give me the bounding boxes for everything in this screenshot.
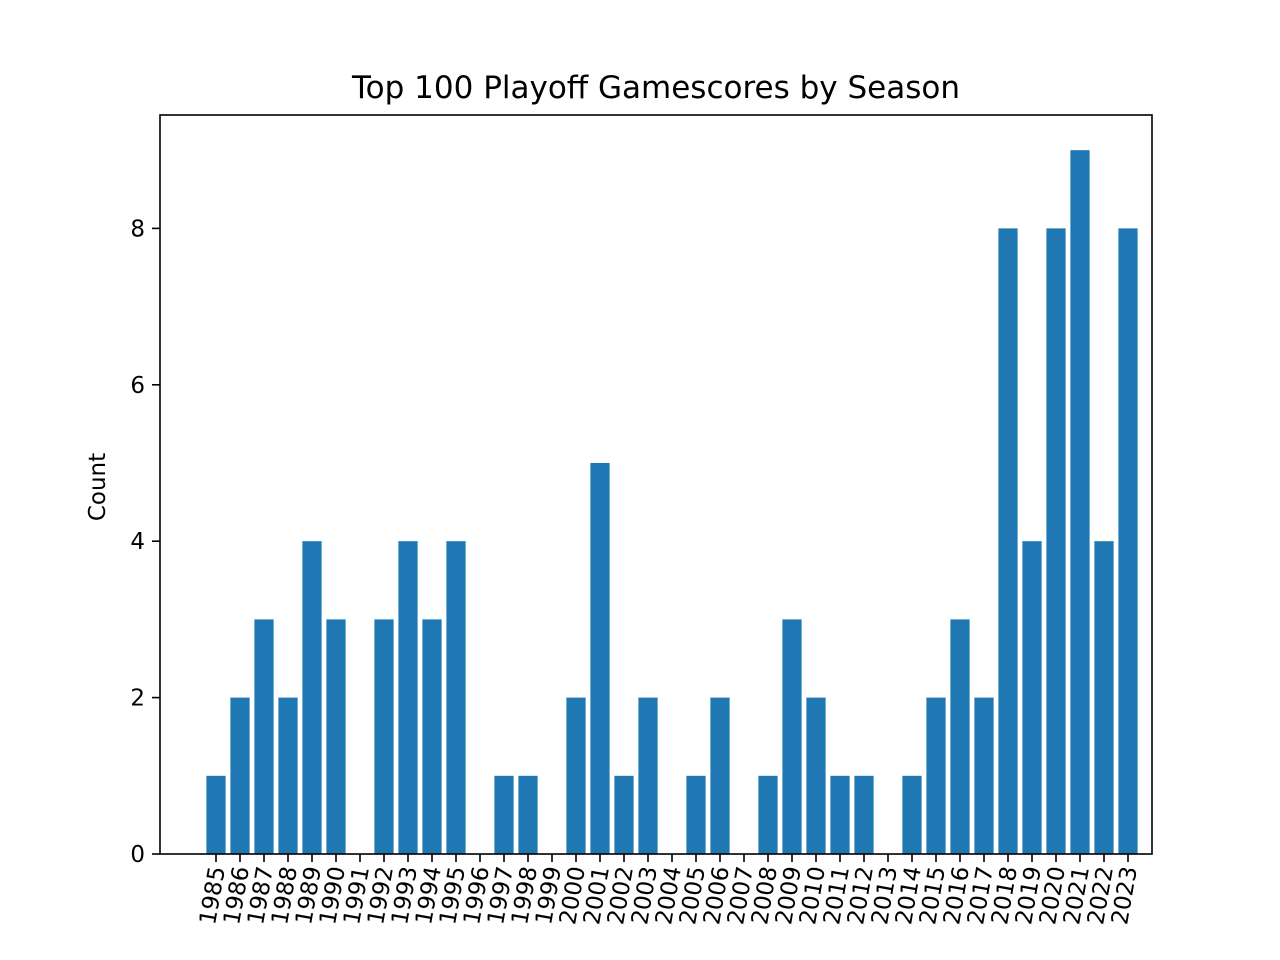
bar-2023 bbox=[1118, 228, 1138, 854]
bar-1990 bbox=[326, 619, 346, 854]
bar-2019 bbox=[1022, 541, 1042, 854]
bar-2008 bbox=[758, 775, 778, 854]
bar-2003 bbox=[638, 697, 658, 854]
bar-2002 bbox=[614, 775, 634, 854]
bar-2009 bbox=[782, 619, 802, 854]
bar-2001 bbox=[590, 462, 610, 854]
bar-1993 bbox=[398, 541, 418, 854]
bar-1985 bbox=[206, 775, 226, 854]
bar-2005 bbox=[686, 775, 706, 854]
y-tick-label: 6 bbox=[130, 373, 145, 399]
bar-2006 bbox=[710, 697, 730, 854]
bar-2020 bbox=[1046, 228, 1066, 854]
bars-group bbox=[206, 150, 1138, 854]
bar-1994 bbox=[422, 619, 442, 854]
bar-1989 bbox=[302, 541, 322, 854]
bar-2018 bbox=[998, 228, 1018, 854]
x-axis-ticks: 1985198619871988198919901991199219931994… bbox=[195, 854, 1143, 927]
y-tick-label: 2 bbox=[130, 686, 145, 712]
bar-1995 bbox=[446, 541, 466, 854]
y-tick-label: 8 bbox=[130, 216, 145, 242]
bar-1997 bbox=[494, 775, 514, 854]
y-axis-label: Count bbox=[85, 453, 111, 521]
bar-2014 bbox=[902, 775, 922, 854]
bar-1987 bbox=[254, 619, 274, 854]
bar-2021 bbox=[1070, 150, 1090, 854]
bar-2022 bbox=[1094, 541, 1114, 854]
chart-title: Top 100 Playoff Gamescores by Season bbox=[351, 70, 960, 106]
plot-frame bbox=[159, 114, 1153, 855]
y-tick-label: 0 bbox=[130, 842, 145, 868]
bar-2012 bbox=[854, 775, 874, 854]
bar-1992 bbox=[374, 619, 394, 854]
bar-2015 bbox=[926, 697, 946, 854]
y-axis-ticks: 0 2 4 6 8 bbox=[130, 216, 160, 868]
bar-1988 bbox=[278, 697, 298, 854]
bar-1986 bbox=[230, 697, 250, 854]
bar-2016 bbox=[950, 619, 970, 854]
bar-2011 bbox=[830, 775, 850, 854]
bar-2010 bbox=[806, 697, 826, 854]
bar-2017 bbox=[974, 697, 994, 854]
bar-1998 bbox=[518, 775, 538, 854]
bar-2000 bbox=[566, 697, 586, 854]
y-tick-label: 4 bbox=[130, 529, 145, 555]
